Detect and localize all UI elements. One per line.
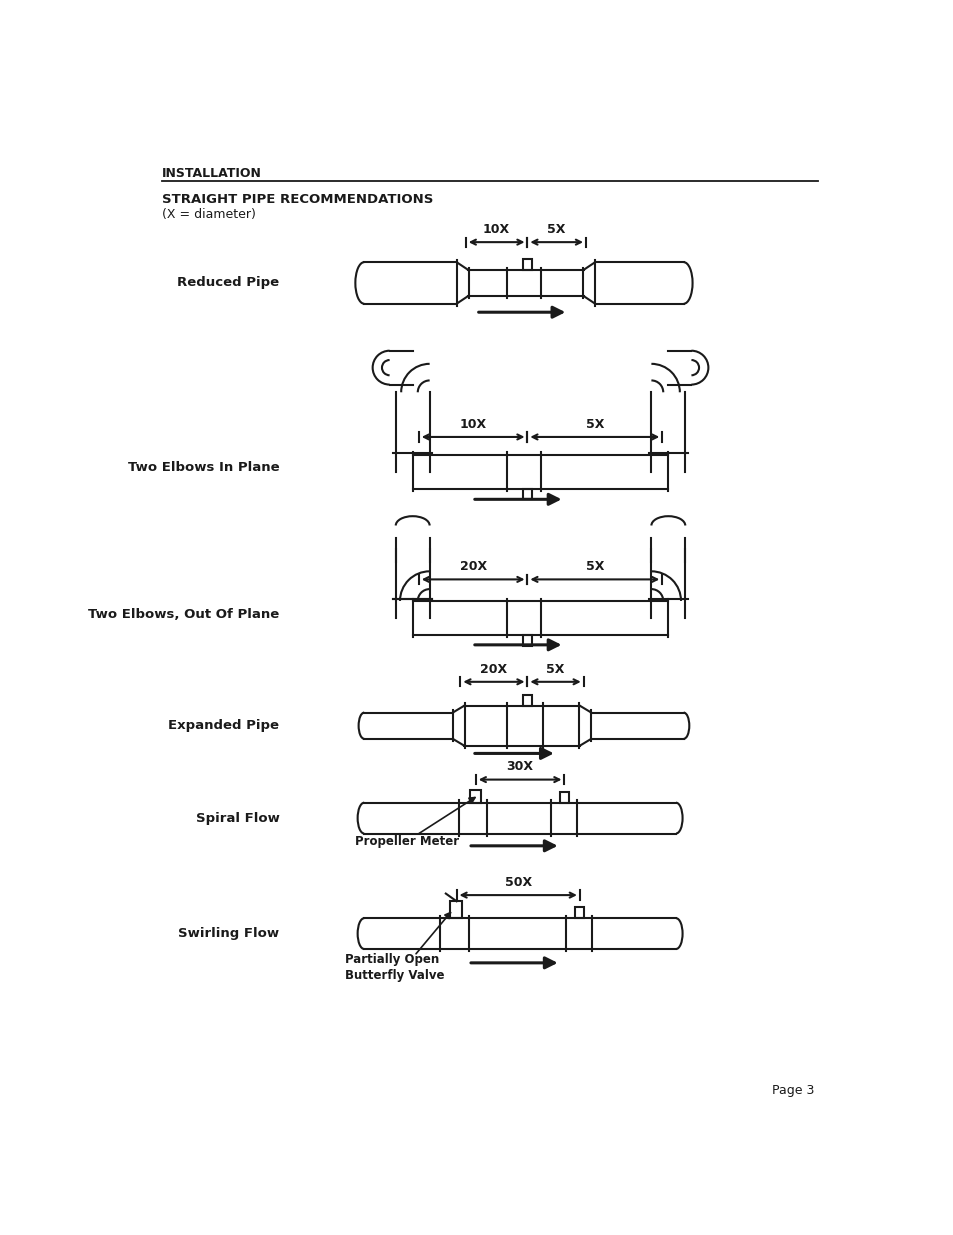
Text: 5X: 5X bbox=[546, 663, 564, 676]
Text: 20X: 20X bbox=[459, 561, 486, 573]
Text: INSTALLATION: INSTALLATION bbox=[161, 168, 261, 180]
Text: Swirling Flow: Swirling Flow bbox=[178, 927, 279, 940]
Text: Page 3: Page 3 bbox=[771, 1084, 814, 1097]
Bar bbox=[575, 908, 584, 918]
Text: 10X: 10X bbox=[459, 417, 486, 431]
Text: 5X: 5X bbox=[585, 417, 603, 431]
Bar bbox=[522, 695, 532, 705]
Text: 10X: 10X bbox=[482, 224, 510, 236]
Bar bbox=[522, 635, 532, 646]
Bar bbox=[522, 259, 532, 270]
Text: Two Elbows In Plane: Two Elbows In Plane bbox=[128, 461, 279, 474]
Text: Spiral Flow: Spiral Flow bbox=[195, 811, 279, 825]
Text: Propeller Meter: Propeller Meter bbox=[355, 835, 458, 848]
Text: Partially Open
Butterfly Valve: Partially Open Butterfly Valve bbox=[345, 953, 444, 982]
Text: Two Elbows, Out Of Plane: Two Elbows, Out Of Plane bbox=[88, 608, 279, 620]
Text: 20X: 20X bbox=[480, 663, 507, 676]
Bar bbox=[469, 790, 480, 803]
Text: 5X: 5X bbox=[585, 561, 603, 573]
Text: 50X: 50X bbox=[504, 876, 531, 889]
Text: 30X: 30X bbox=[506, 761, 533, 773]
Text: Reduced Pipe: Reduced Pipe bbox=[177, 277, 279, 289]
Bar bbox=[522, 489, 532, 499]
Text: Expanded Pipe: Expanded Pipe bbox=[169, 719, 279, 732]
Text: (X = diameter): (X = diameter) bbox=[161, 209, 255, 221]
Text: 5X: 5X bbox=[547, 224, 565, 236]
Bar bbox=[559, 792, 568, 803]
Text: STRAIGHT PIPE RECOMMENDATIONS: STRAIGHT PIPE RECOMMENDATIONS bbox=[161, 193, 433, 206]
Bar bbox=[450, 902, 461, 918]
